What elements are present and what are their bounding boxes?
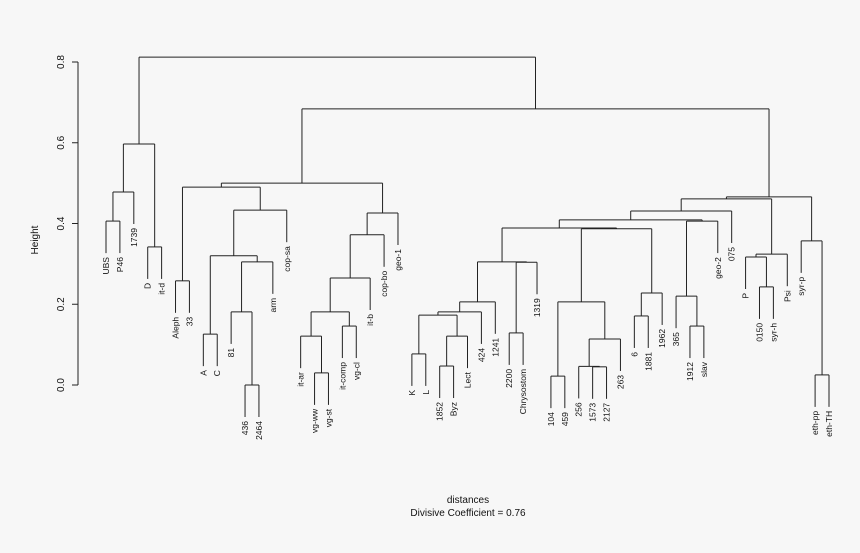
leaf-label: vg-st <box>323 408 333 427</box>
leaf-label: 1912 <box>685 362 695 381</box>
leaf-label: K <box>407 390 417 396</box>
leaf-label: 104 <box>546 412 556 426</box>
leaf-label: 2200 <box>504 369 514 388</box>
leaf-label: syr-h <box>768 323 778 342</box>
leaf-label: 1739 <box>129 228 139 247</box>
leaf-label: 1241 <box>490 338 500 357</box>
y-tick-label: 0.8 <box>56 55 67 69</box>
leaf-label: 81 <box>226 348 236 358</box>
leaf-label: eth-TH <box>824 411 834 437</box>
leaf-label: 1573 <box>588 403 598 422</box>
y-tick-label: 0.0 <box>56 378 67 392</box>
leaf-label: P <box>741 293 751 299</box>
leaf-label: cop-sa <box>282 246 292 272</box>
y-axis-label: Height <box>30 225 41 254</box>
leaf-label: geo-2 <box>713 257 723 279</box>
leaf-label: 1881 <box>643 352 653 371</box>
leaf-label: P46 <box>115 257 125 272</box>
leaf-label: it-comp <box>337 362 347 390</box>
leaf-label: 0150 <box>754 323 764 342</box>
leaf-label: 2127 <box>602 403 612 422</box>
leaf-labels: UBS P46 1739 D it-d Aleph 33 A C 436 2464 81 arm cop-… <box>101 228 834 440</box>
leaf-label: Aleph <box>171 317 181 339</box>
leaf-label: 2464 <box>254 421 264 440</box>
leaf-label: 6 <box>629 352 639 357</box>
leaf-label: it-b <box>365 314 375 326</box>
leaf-label: 33 <box>184 317 194 327</box>
y-tick-label: 0.6 <box>56 135 67 149</box>
leaf-label: 459 <box>560 412 570 426</box>
dendrogram-links <box>105 56 830 417</box>
leaf-label: L <box>421 390 431 395</box>
leaf-label: Byz <box>449 402 459 416</box>
leaf-label: 263 <box>615 375 625 389</box>
x-axis-label: distances <box>447 495 489 506</box>
leaf-label: D <box>143 283 153 289</box>
leaf-label: it-ar <box>296 372 306 387</box>
divisive-coefficient: Divisive Coefficient = 0.76 <box>410 508 526 519</box>
leaf-label: 1852 <box>435 402 445 421</box>
leaf-label: 256 <box>574 402 584 416</box>
leaf-label: slav <box>699 361 709 377</box>
leaf-label: 1962 <box>657 329 667 348</box>
y-tick-label: 0.4 <box>56 216 67 230</box>
leaf-label: eth-pp <box>810 411 820 435</box>
y-tick-label: 0.2 <box>56 297 67 311</box>
leaf-label: 424 <box>476 348 486 362</box>
leaf-label: 436 <box>240 421 250 435</box>
leaf-label: geo-1 <box>393 249 403 271</box>
leaf-label: it-d <box>157 283 167 295</box>
leaf-label: C <box>212 370 222 376</box>
leaf-label: syr-p <box>796 277 806 296</box>
leaf-label: A <box>198 370 208 376</box>
leaf-label: arm <box>268 298 278 313</box>
leaf-label: UBS <box>101 257 111 275</box>
leaf-label: Lect <box>463 372 473 389</box>
leaf-label: Chrysostom <box>518 369 528 414</box>
leaf-label: 365 <box>671 332 681 346</box>
leaf-label: cop-bo <box>379 271 389 297</box>
leaf-label: vg-ww <box>310 408 320 433</box>
leaf-label: 075 <box>727 247 737 261</box>
leaf-label: Psi <box>782 290 792 302</box>
y-axis: 0.0 0.2 0.4 0.6 0.8 <box>56 55 79 392</box>
leaf-label: vg-cl <box>351 362 361 380</box>
leaf-label: 1319 <box>532 298 542 317</box>
